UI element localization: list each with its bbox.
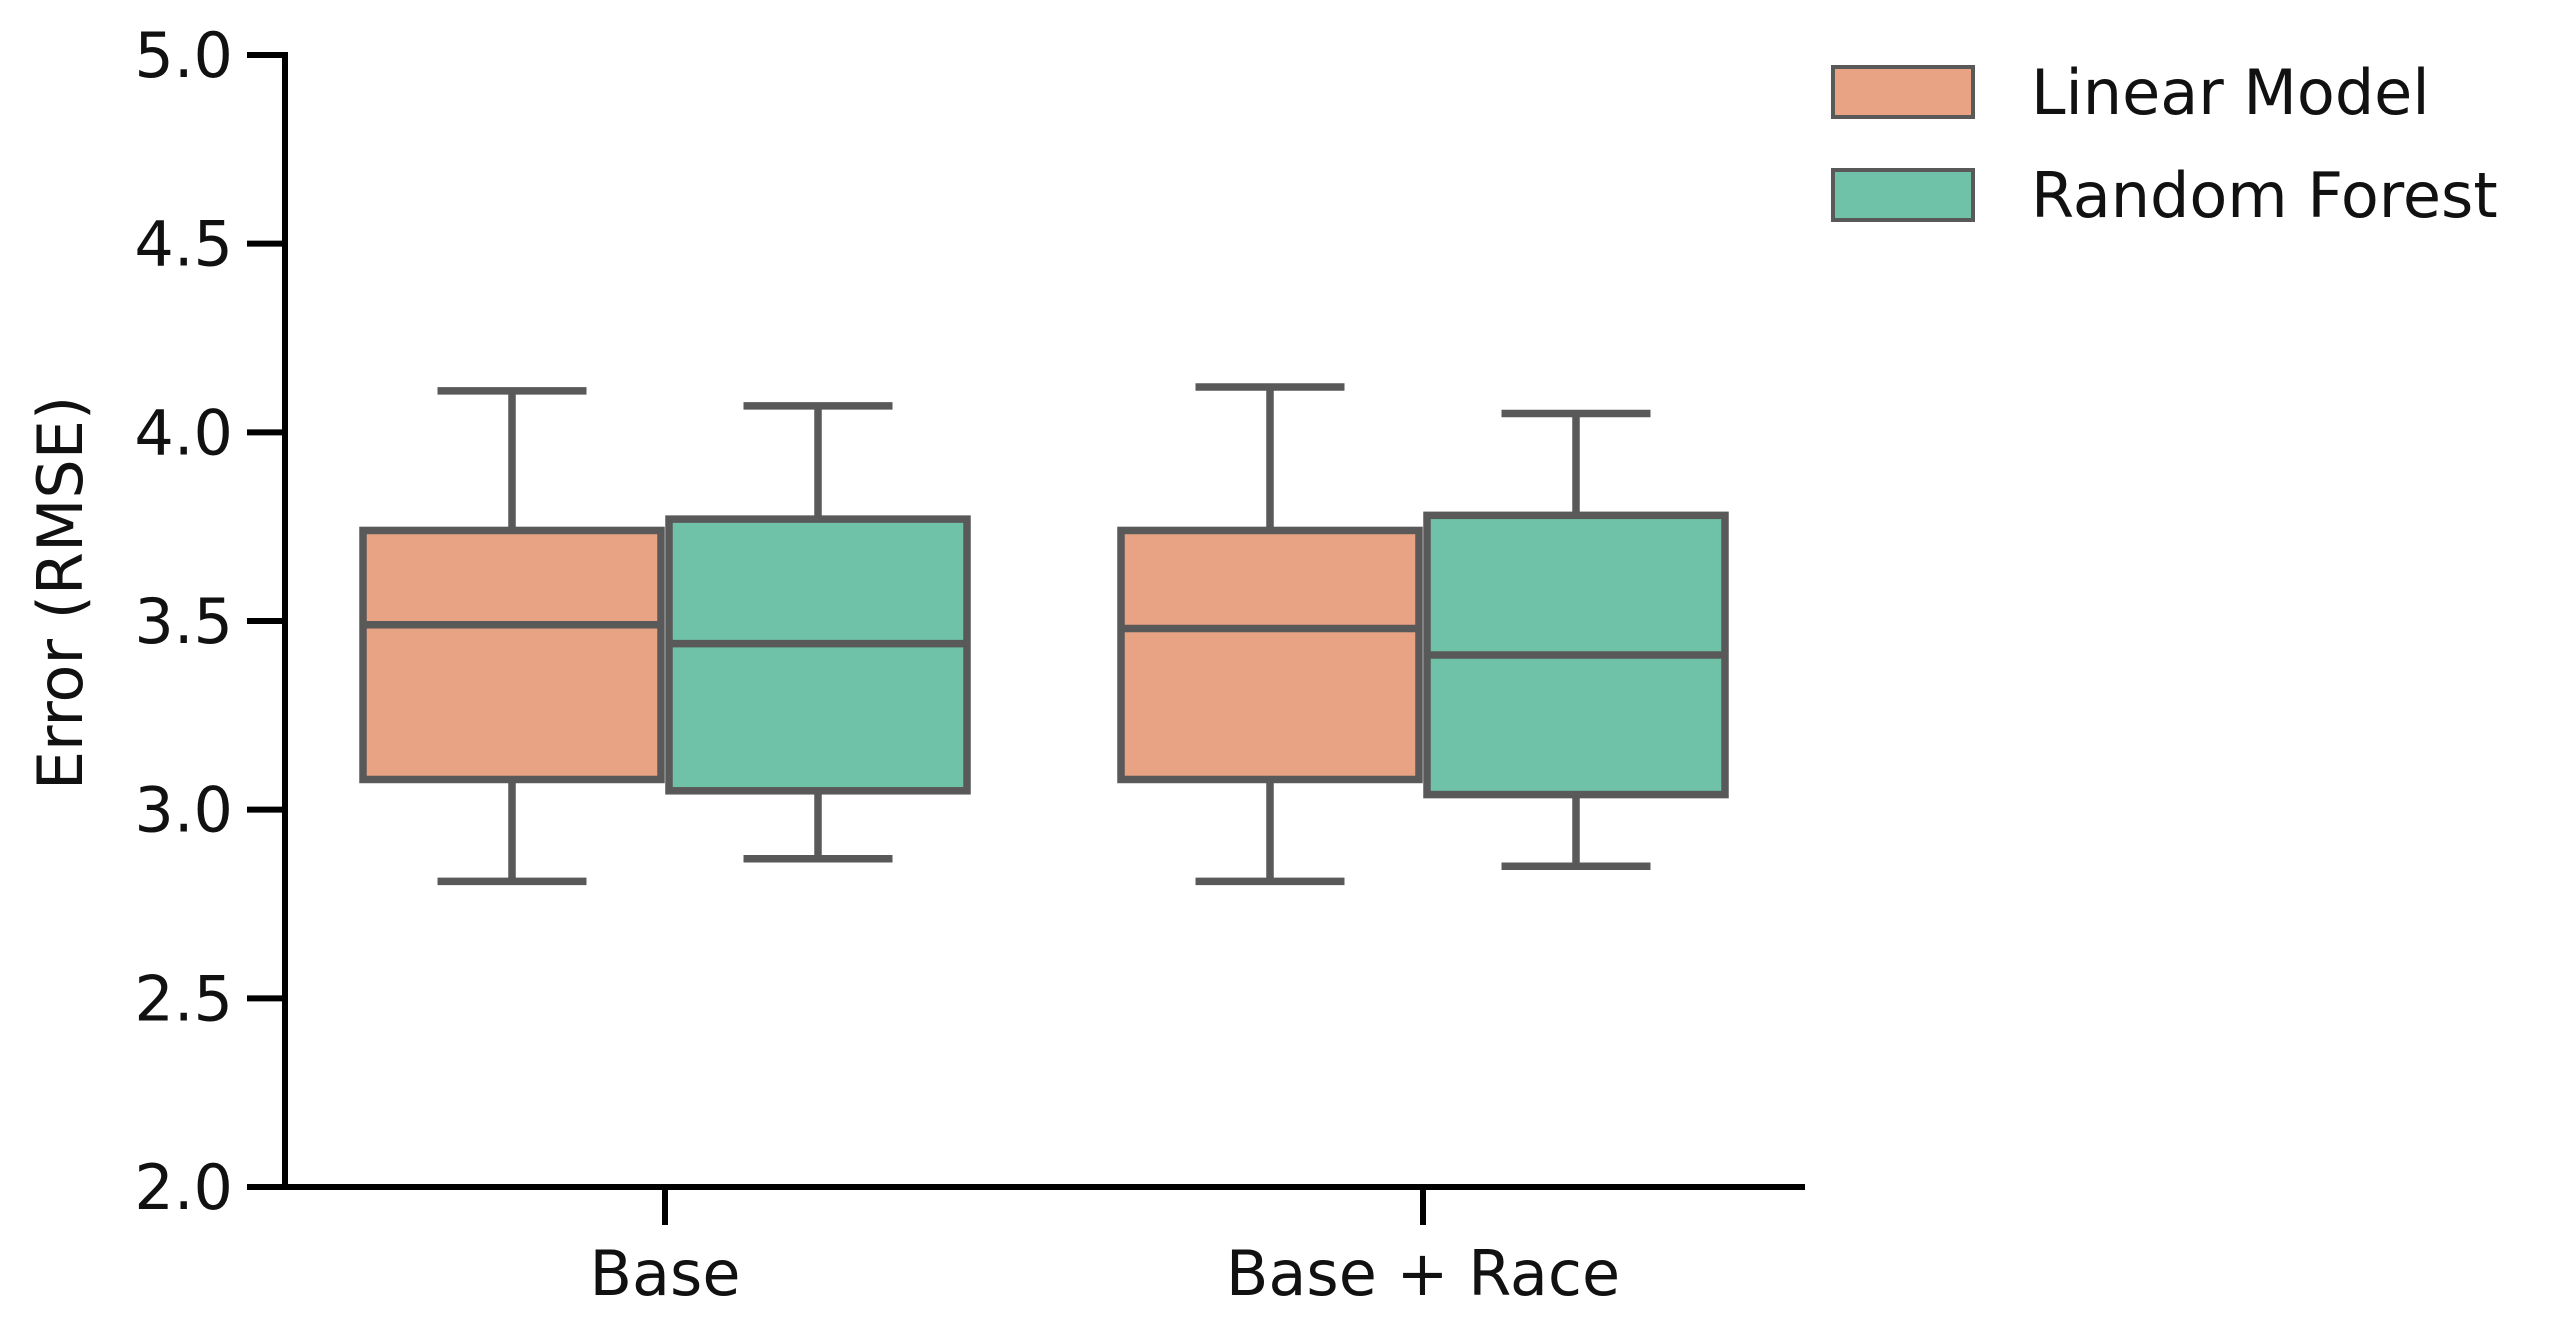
y-tick-label: 4.5 bbox=[134, 208, 233, 281]
legend: Linear Model Random Forest bbox=[1831, 56, 2498, 232]
legend-item-random-forest: Random Forest bbox=[1831, 159, 2498, 232]
legend-item-linear-model: Linear Model bbox=[1831, 56, 2430, 129]
boxes-layer bbox=[359, 383, 1729, 886]
x-tick-label: Base + Race bbox=[1226, 1237, 1620, 1310]
y-tick-label: 3.5 bbox=[134, 585, 233, 658]
box-random-forest-0 bbox=[665, 402, 971, 863]
iqr-box bbox=[359, 526, 665, 784]
y-tick-label: 5.0 bbox=[134, 19, 233, 92]
legend-label: Linear Model bbox=[2031, 56, 2430, 129]
legend-swatch bbox=[1831, 65, 1975, 119]
box-linear-model-1 bbox=[1117, 383, 1423, 886]
legend-swatch bbox=[1831, 168, 1975, 222]
y-tick-label: 4.0 bbox=[134, 396, 233, 469]
box-random-forest-1 bbox=[1423, 409, 1729, 871]
y-tick-label: 3.0 bbox=[134, 774, 233, 847]
legend-label: Random Forest bbox=[2031, 159, 2498, 232]
x-tick-label: Base bbox=[590, 1237, 741, 1310]
y-tick-label: 2.0 bbox=[134, 1151, 233, 1224]
iqr-box bbox=[1117, 526, 1423, 784]
axes-layer: 2.0 2.5 3.0 3.5 4.0 4.5 5.0 Base Base + Race Erro… bbox=[24, 19, 1805, 1310]
y-axis-title: Error (RMSE) bbox=[24, 396, 97, 790]
box-linear-model-0 bbox=[359, 387, 665, 886]
y-tick-label: 2.5 bbox=[134, 962, 233, 1035]
iqr-box bbox=[665, 515, 971, 795]
